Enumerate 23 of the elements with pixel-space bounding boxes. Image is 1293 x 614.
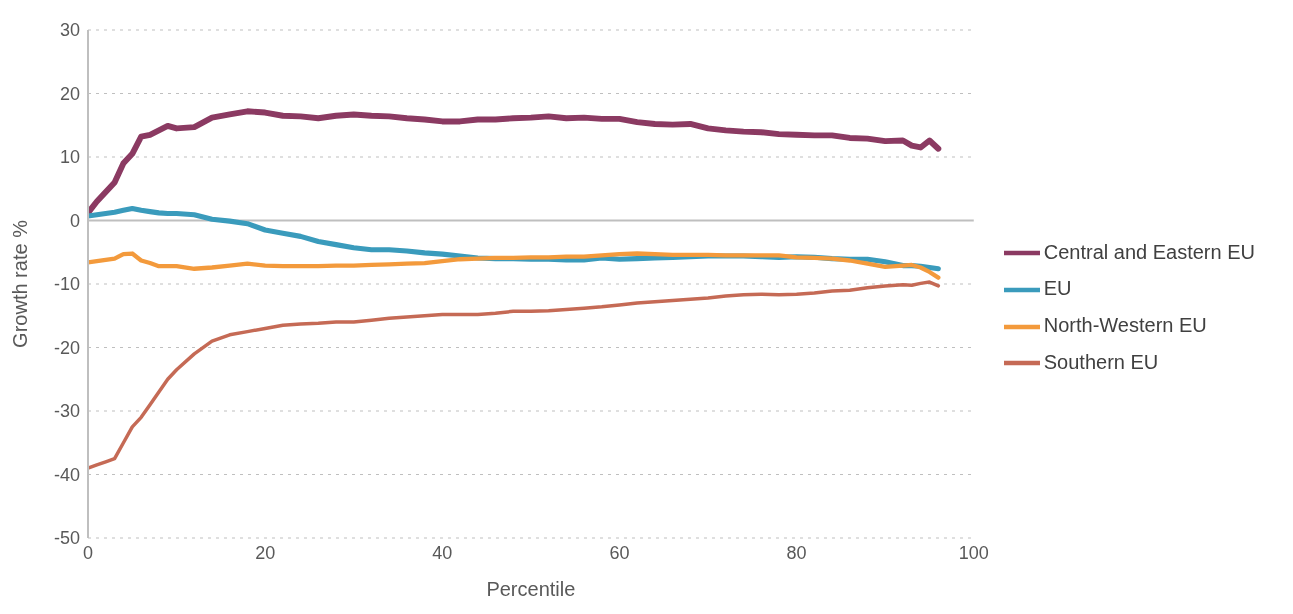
y-tick-label: 30 [59,20,80,41]
y-tick-label: -10 [53,274,80,295]
y-tick-label: -40 [53,464,80,485]
x-tick-label: 100 [958,542,989,563]
legend-label: Southern EU [1043,350,1159,373]
y-tick-label: -50 [53,528,80,549]
x-tick-label: 20 [255,542,276,563]
y-tick-label: -20 [53,337,80,358]
x-tick-label: 40 [432,542,453,563]
x-axis-title: Percentile [486,578,576,600]
line-series [88,280,941,470]
legend-label: North-Western EU [1043,314,1207,336]
line-series [88,251,941,280]
legend-label: Central and Eastern EU [1043,240,1255,263]
y-axis-title: Growth rate % [9,219,32,348]
y-tick-label: 0 [69,210,80,231]
y-tick-label: 10 [59,147,80,168]
legend-label: EU [1043,277,1072,300]
x-tick-label: 80 [786,542,807,563]
y-tick-label: 20 [59,83,80,104]
y-tick-label: -30 [53,401,80,422]
x-tick-label: 0 [82,542,94,563]
x-tick-label: 60 [609,542,630,563]
